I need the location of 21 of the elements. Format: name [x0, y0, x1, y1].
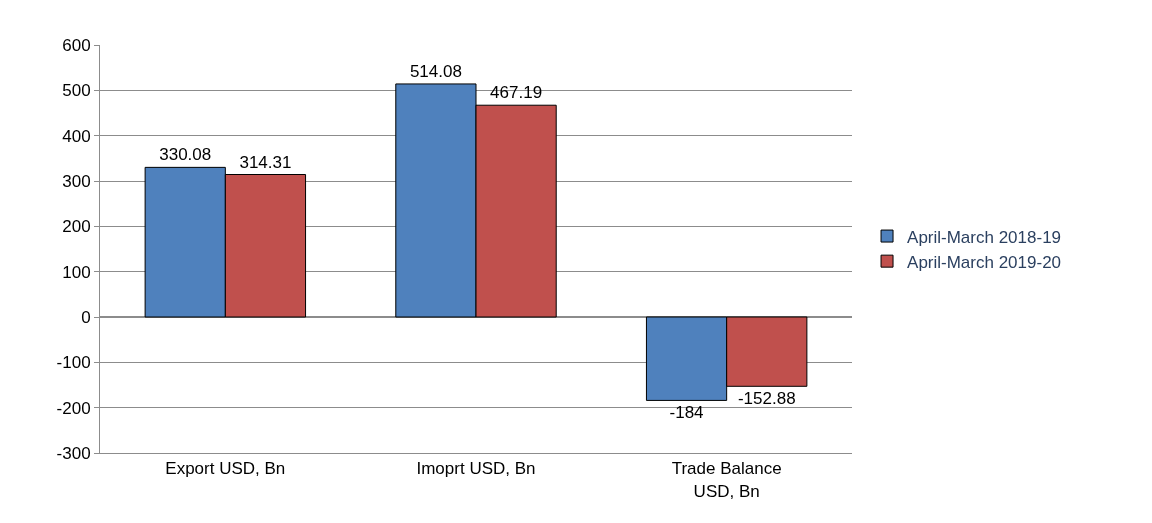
y-tick-label: -200 — [56, 398, 91, 418]
y-tick-label: 100 — [62, 262, 91, 282]
x-tick-label: Export USD, Bn — [165, 459, 286, 479]
y-tick-label: 0 — [81, 307, 91, 327]
data-label: 314.31 — [239, 152, 292, 172]
y-tick-label: 500 — [62, 81, 91, 101]
y-tick-label: 600 — [62, 35, 91, 55]
y-tick-label: 400 — [62, 126, 91, 146]
legend-label: April-March 2018-19 — [907, 227, 1062, 247]
y-tick-label: -300 — [56, 443, 91, 463]
y-tick-label: 300 — [62, 171, 91, 191]
legend-label: April-March 2019-20 — [907, 252, 1062, 272]
data-label: -152.88 — [737, 389, 796, 409]
x-tick-label: Imoprt USD, Bn — [416, 459, 536, 479]
data-label: 330.08 — [159, 145, 212, 165]
data-label: -184 — [669, 403, 704, 423]
data-label: 467.19 — [490, 83, 543, 103]
x-tick-label: Trade Balance USD, Bn — [671, 459, 782, 501]
y-tick-label: -100 — [56, 353, 91, 373]
y-tick-label: 200 — [62, 217, 91, 237]
data-label: 514.08 — [409, 61, 462, 81]
